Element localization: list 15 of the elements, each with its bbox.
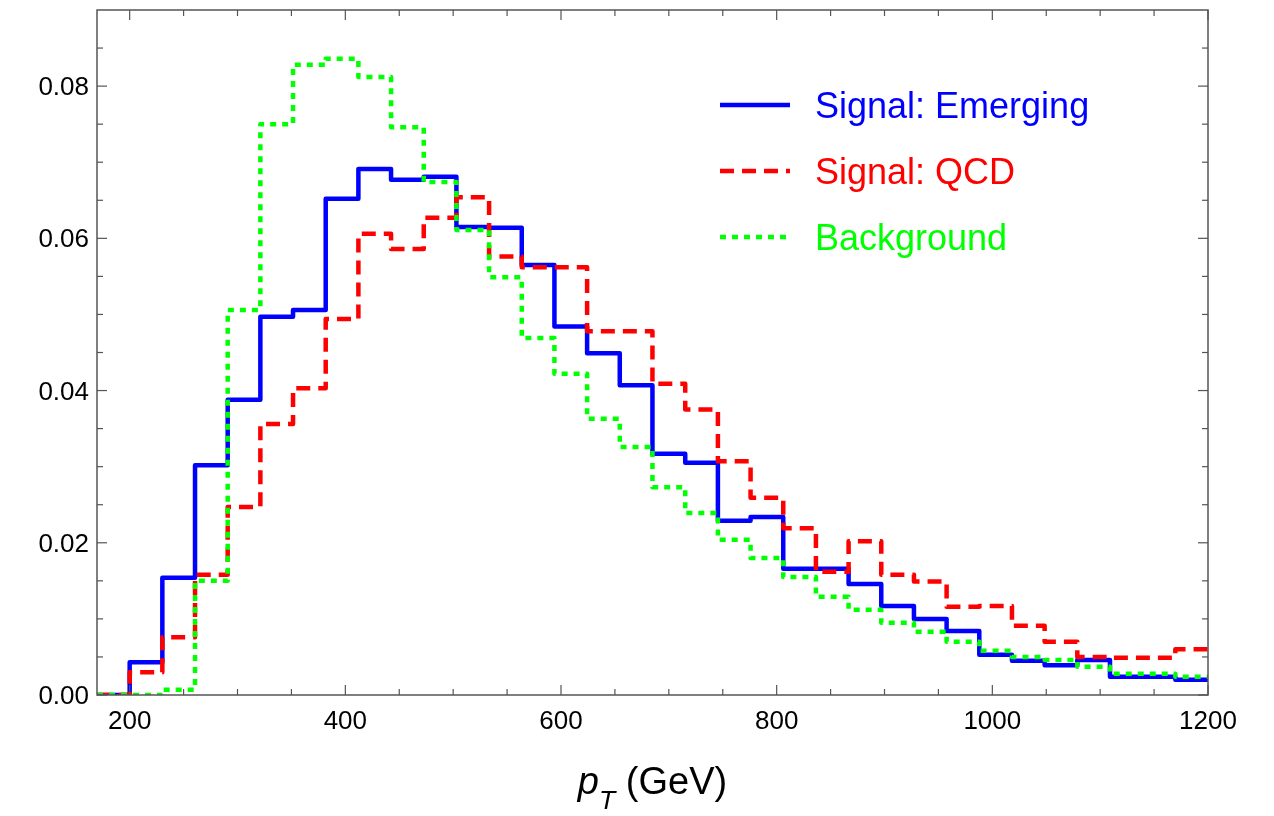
y-tick-label: 0.04: [38, 375, 89, 406]
y-tick-label: 0.08: [38, 71, 89, 102]
x-tick-label: 1200: [1179, 705, 1237, 735]
legend-label: Signal: Emerging: [815, 85, 1090, 126]
x-tick-label: 800: [754, 705, 799, 735]
legend-label: Background: [815, 217, 1008, 258]
x-tick-label: 600: [539, 705, 583, 735]
legend-label: Signal: QCD: [815, 151, 1016, 192]
y-tick-label: 0.00: [38, 680, 89, 710]
x-axis-title: p$_{T}$ (GeV): [576, 760, 728, 815]
x-tick-label: 200: [107, 705, 152, 735]
x-tick-label: 400: [323, 705, 368, 735]
y-tick-label: 0.02: [38, 527, 89, 558]
y-tick-label: 0.06: [38, 223, 89, 254]
x-tick-label: 1000: [963, 705, 1022, 735]
